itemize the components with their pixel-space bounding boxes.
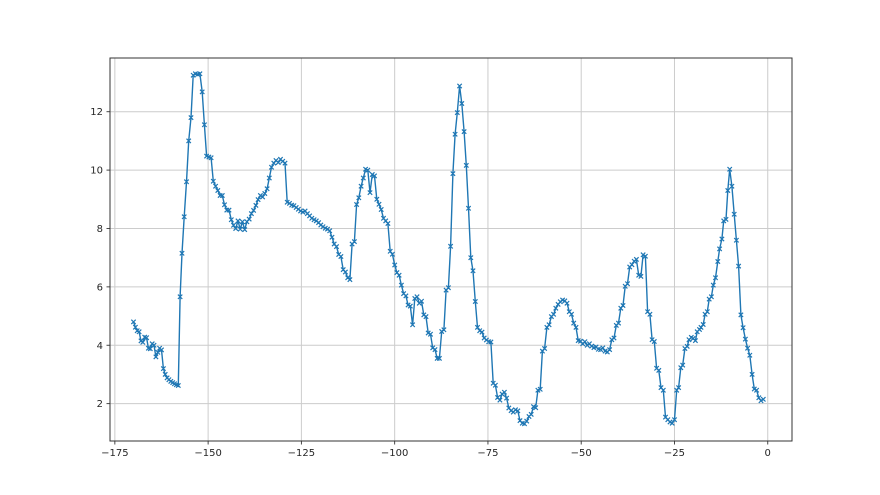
y-tick-label: 6 bbox=[97, 282, 103, 293]
data-series-markers bbox=[130, 71, 766, 427]
y-tick-label: 10 bbox=[90, 166, 103, 177]
y-tick-label: 2 bbox=[97, 399, 103, 410]
x-tick-label: −125 bbox=[288, 448, 315, 459]
y-tick-label: 8 bbox=[97, 224, 103, 235]
plot-border bbox=[109, 57, 793, 442]
x-tick-label: −150 bbox=[194, 448, 221, 459]
y-axis: 2 4 6 8 10 12 bbox=[90, 107, 110, 410]
x-tick-label: −50 bbox=[571, 448, 592, 459]
data-series-line bbox=[132, 73, 764, 425]
x-tick-label: −100 bbox=[381, 448, 408, 459]
x-tick-label: 0 bbox=[765, 448, 771, 459]
x-tick-label: −75 bbox=[477, 448, 498, 459]
y-tick-label: 4 bbox=[97, 341, 103, 352]
x-tick-label: −25 bbox=[664, 448, 685, 459]
series-path bbox=[132, 73, 764, 425]
series-x-markers bbox=[130, 71, 766, 427]
x-tick-label: −175 bbox=[101, 448, 128, 459]
y-tick-label: 12 bbox=[90, 107, 103, 118]
grid-lines bbox=[110, 58, 792, 441]
x-axis: −175 −150 −125 −100 −75 −50 −25 0 bbox=[101, 441, 771, 459]
